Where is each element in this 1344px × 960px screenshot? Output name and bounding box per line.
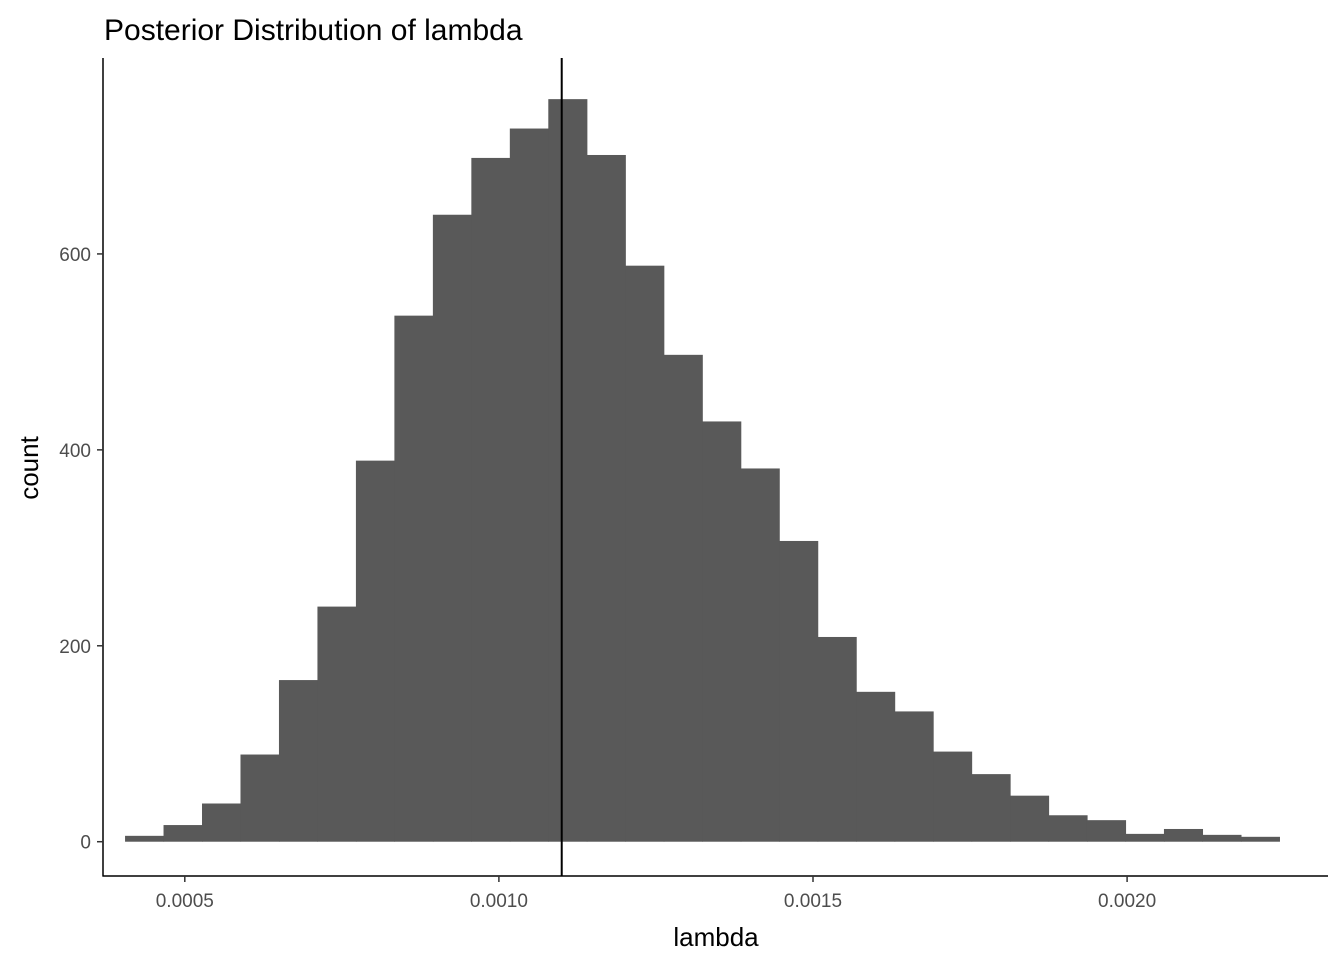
y-tick-label: 600 (59, 245, 91, 266)
histogram-bar (432, 214, 472, 842)
histogram-bars (125, 99, 1280, 842)
histogram-bar (625, 265, 665, 842)
histogram-bar (779, 540, 819, 842)
histogram-bar (278, 680, 319, 842)
histogram-bar (317, 606, 357, 842)
y-tick-label: 200 (59, 637, 91, 658)
histogram-bar (509, 128, 549, 842)
histogram-bar (355, 460, 395, 842)
x-tick-label: 0.0010 (470, 891, 528, 912)
histogram-bar (548, 99, 588, 842)
y-tick-label: 400 (59, 441, 91, 462)
histogram-bar (202, 803, 242, 842)
histogram-bar (1010, 795, 1050, 842)
histogram-bar (1048, 815, 1088, 842)
histogram-bar (702, 421, 742, 842)
histogram-bar (394, 315, 434, 842)
histogram-bar (586, 154, 626, 842)
histogram-bar (663, 354, 703, 842)
axes (102, 58, 1328, 877)
histogram-bar (856, 691, 896, 842)
histogram-bar (1125, 833, 1165, 842)
y-axis-title: count (14, 435, 44, 499)
histogram-bar (240, 754, 280, 842)
x-tick-label: 0.0005 (156, 891, 214, 912)
histogram-bar (740, 468, 780, 842)
histogram-bar (125, 835, 165, 842)
histogram-bar (817, 636, 857, 842)
histogram-bar (1240, 836, 1280, 842)
histogram-bar (1086, 820, 1127, 842)
histogram-bar (1202, 834, 1242, 842)
x-tick-label: 0.0015 (784, 891, 842, 912)
x-axis-ticks: 0.0005 0.0010 0.0015 0.0020 (156, 876, 1156, 912)
chart-title: Posterior Distribution of lambda (104, 14, 523, 47)
histogram-bar (1163, 828, 1204, 842)
histogram-bar (163, 825, 203, 842)
x-axis-title: lambda (673, 922, 759, 952)
histogram-bar (971, 774, 1011, 842)
histogram-bar (471, 157, 511, 842)
histogram-bar (933, 751, 973, 842)
y-tick-label: 0 (80, 833, 91, 854)
x-tick-label: 0.0020 (1098, 891, 1156, 912)
y-axis-ticks: 0 200 400 600 (59, 245, 103, 854)
histogram-bar (894, 711, 934, 842)
